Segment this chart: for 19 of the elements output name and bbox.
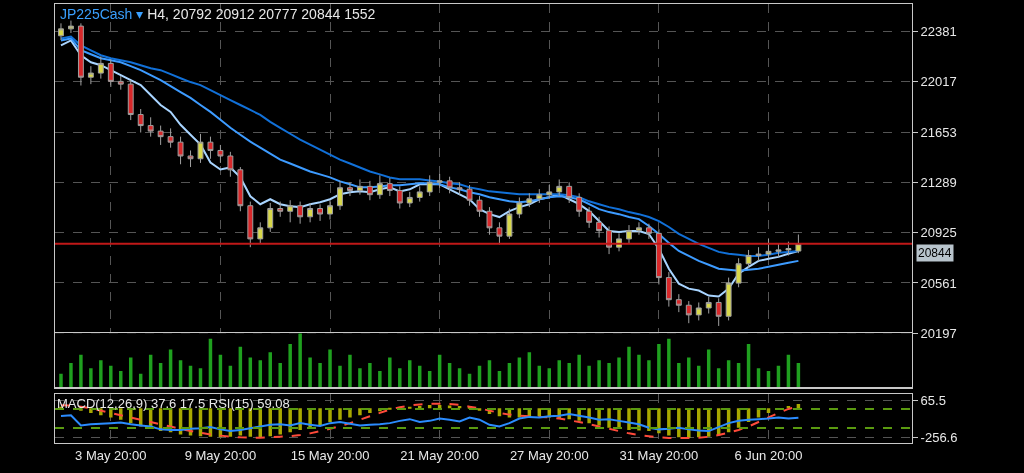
y-tick-label: 20561 xyxy=(920,275,957,291)
y-tick-label: 65.5 xyxy=(920,393,946,409)
y-tick-label: 20925 xyxy=(920,225,957,241)
y-tick-label: 21653 xyxy=(920,124,957,140)
annotation: MACD(12,26,9) 37.6 17.5 RSI(15) 59.08 xyxy=(57,396,290,411)
y-tick-label: 22017 xyxy=(920,74,957,90)
y-tick-label: 21289 xyxy=(920,174,957,190)
y-tick-label: 22381 xyxy=(920,24,957,40)
x-tick-label: 21 May 20:00 xyxy=(400,447,480,463)
y-tick-label: -256.6 xyxy=(920,430,958,446)
x-tick-label: 9 May 20:00 xyxy=(184,447,257,463)
x-tick-label: 31 May 20:00 xyxy=(619,447,699,463)
x-tick-label: 27 May 20:00 xyxy=(509,447,589,463)
y-tick-label: 20197 xyxy=(920,325,957,341)
chart-title: JP225Cash ▾ H4, 20792 20912 20777 20844 1552 xyxy=(60,6,376,22)
x-tick-label: 6 Jun 20:00 xyxy=(734,447,803,463)
x-tick-label: 3 May 20:00 xyxy=(75,447,147,463)
ref-line-label: 20844 xyxy=(918,246,952,260)
x-tick-label: 15 May 20:00 xyxy=(290,447,370,463)
